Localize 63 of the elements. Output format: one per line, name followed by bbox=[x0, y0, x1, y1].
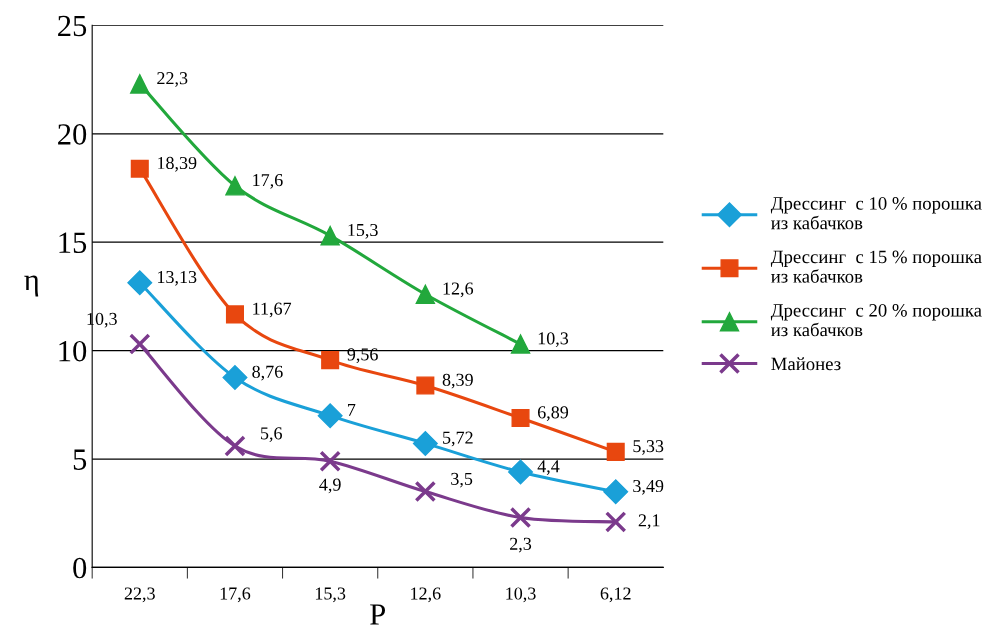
data-label: 5,72 bbox=[443, 431, 473, 447]
y-tick-label: 25 bbox=[58, 15, 87, 37]
data-label: 9,56 bbox=[347, 348, 378, 364]
data-label: 12,6 bbox=[443, 282, 474, 298]
x-tick-label: 17,6 bbox=[220, 587, 251, 603]
point bbox=[508, 459, 534, 485]
y-tick-label: 15 bbox=[59, 232, 87, 254]
point bbox=[415, 284, 436, 304]
data-label: 11,67 bbox=[253, 302, 292, 318]
x-tick-label: 15,3 bbox=[315, 587, 346, 603]
data-label: 4,9 bbox=[319, 478, 341, 494]
x-tick-label: 10,3 bbox=[506, 587, 536, 603]
point bbox=[414, 480, 437, 503]
legend-label: Дрессинг с 20 % порошка из кабачков bbox=[770, 304, 982, 337]
x-tick-label: 12,6 bbox=[411, 587, 441, 603]
data-label: 15,3 bbox=[348, 223, 378, 239]
point bbox=[510, 334, 531, 354]
data-label: 5,6 bbox=[261, 427, 282, 443]
point bbox=[511, 409, 530, 428]
x-tick-label: 22,3 bbox=[124, 587, 155, 603]
data-label: 7 bbox=[348, 404, 356, 416]
x-tick-label: 6,12 bbox=[600, 587, 631, 603]
point bbox=[320, 225, 340, 246]
legend-label: Майонез bbox=[771, 357, 841, 371]
point bbox=[412, 430, 438, 456]
point bbox=[321, 351, 340, 370]
point bbox=[319, 450, 341, 472]
data-label: 3,49 bbox=[633, 479, 664, 495]
point bbox=[604, 511, 627, 533]
legend-label: Дрессинг с 15 % порошка из кабачков bbox=[770, 250, 982, 283]
point bbox=[416, 376, 435, 395]
point bbox=[130, 159, 149, 178]
data-label: 18,39 bbox=[158, 156, 197, 172]
data-label: 17,6 bbox=[253, 174, 283, 189]
point bbox=[224, 435, 246, 457]
data-label: 5,33 bbox=[633, 440, 664, 455]
y-tick-label: 20 bbox=[58, 124, 87, 145]
data-label: 8,76 bbox=[252, 365, 283, 381]
data-label: 13,13 bbox=[158, 270, 197, 286]
legend-label: Дрессинг с 10 % порошка из кабачков bbox=[770, 197, 982, 230]
x-axis-title: P bbox=[370, 604, 386, 625]
point bbox=[606, 442, 625, 461]
y-tick-label: 0 bbox=[73, 557, 87, 579]
data-label: 3,5 bbox=[451, 472, 473, 488]
point bbox=[130, 74, 150, 94]
point bbox=[225, 305, 244, 324]
data-label: 4,4 bbox=[537, 460, 560, 475]
data-label: 2,3 bbox=[510, 537, 532, 553]
point bbox=[509, 506, 532, 529]
point bbox=[603, 479, 629, 505]
y-tick-label: 5 bbox=[73, 449, 87, 470]
data-label: 10,3 bbox=[538, 332, 569, 348]
y-tick-label: 10 bbox=[59, 340, 87, 362]
data-label: 6,89 bbox=[537, 406, 569, 421]
point bbox=[127, 270, 153, 296]
data-label: 2,1 bbox=[638, 514, 660, 530]
data-label: 22,3 bbox=[157, 72, 188, 87]
data-label: 8,39 bbox=[442, 373, 473, 389]
y-axis-title: η bbox=[24, 275, 39, 297]
point bbox=[317, 403, 343, 429]
point bbox=[129, 333, 151, 355]
point bbox=[225, 176, 245, 196]
point bbox=[222, 365, 248, 390]
